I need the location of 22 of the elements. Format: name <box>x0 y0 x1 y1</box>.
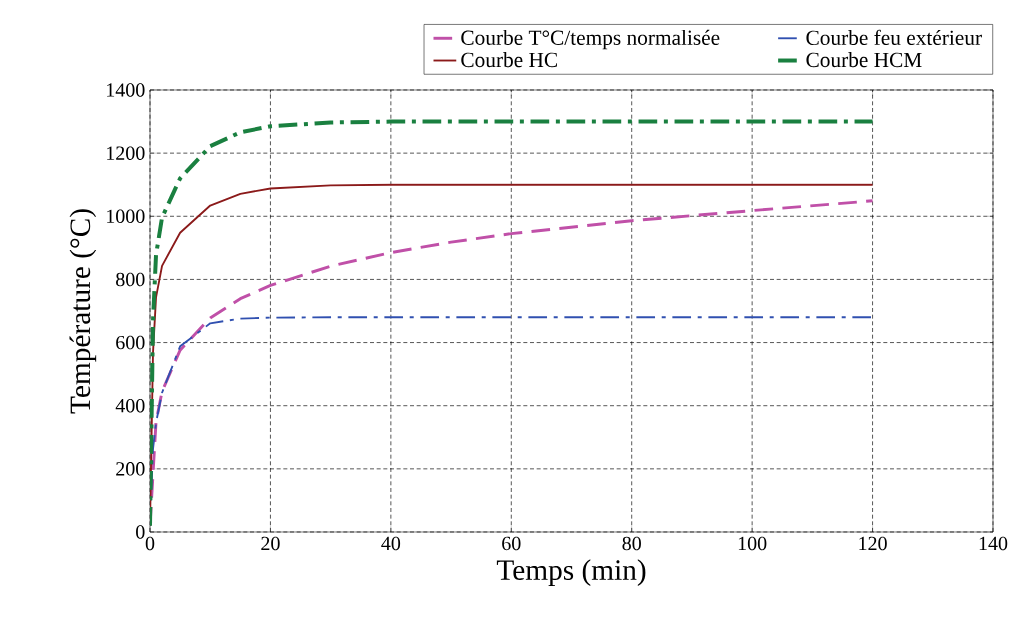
y-tick-label: 1400 <box>107 83 145 97</box>
x-tick-label: 20 <box>261 536 280 551</box>
y-tick-label: 1000 <box>107 209 145 224</box>
x-tick-label: 40 <box>381 536 401 551</box>
x-tick-label: 80 <box>622 536 641 551</box>
y-tick-label: 800 <box>116 272 145 287</box>
x-axis-title: Temps (min) <box>496 559 646 586</box>
y-tick-label: 0 <box>136 525 145 539</box>
y-tick-label: 600 <box>116 335 145 350</box>
x-tick-label: 100 <box>738 536 767 551</box>
legend-label: Courbe T°C/temps normalisée <box>461 29 720 50</box>
legend-label: Courbe HC <box>461 52 557 68</box>
y-axis-title: Température (°C) <box>69 209 97 414</box>
x-tick-label: 120 <box>859 536 887 551</box>
x-tick-label: 0 <box>145 536 155 551</box>
x-tick-label: 140 <box>979 536 1008 551</box>
legend-label: Courbe HCM <box>806 52 922 68</box>
y-tick-label: 200 <box>116 462 145 476</box>
x-tick-label: 60 <box>502 536 521 551</box>
legend-label: Courbe feu extérieur <box>806 29 982 45</box>
y-tick-label: 1200 <box>107 146 145 160</box>
y-tick-label: 400 <box>115 398 145 413</box>
